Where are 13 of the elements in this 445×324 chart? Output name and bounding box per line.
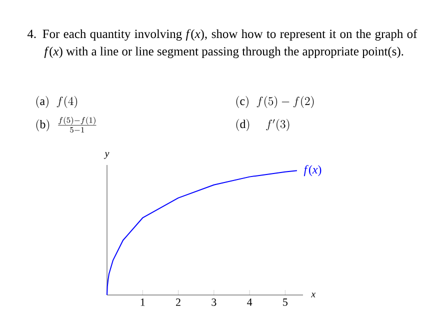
chart-title: 4. For each quantity involving f(x), show how to represent it on the graph of f(x) with a line or line segment passing through the appropriate point(s). [27,29,418,58]
x-tick-label: 2 [176,298,180,306]
y-axis-title: y [104,152,110,159]
text: $\mathrm{(d)}\quad\; f'(3)$ [236,119,290,131]
series-label: f(x) [304,165,322,176]
x-tick-label: 3 [212,298,216,306]
text: $\mathrm{(c)}\;\; f(5)-f(2)$ [236,96,314,108]
x-tick-label: 4 [247,298,252,306]
x-tick-label: 5 [283,298,288,306]
text: $\mathrm{(b)}\;\; \frac{f(5)-f(1)}{5-1}$ [36,116,96,133]
x-axis-title: x [311,292,316,298]
x-tick-label: 1 [140,298,145,306]
text: $\mathrm{(a)}\;\; f(4)$ [36,96,78,108]
